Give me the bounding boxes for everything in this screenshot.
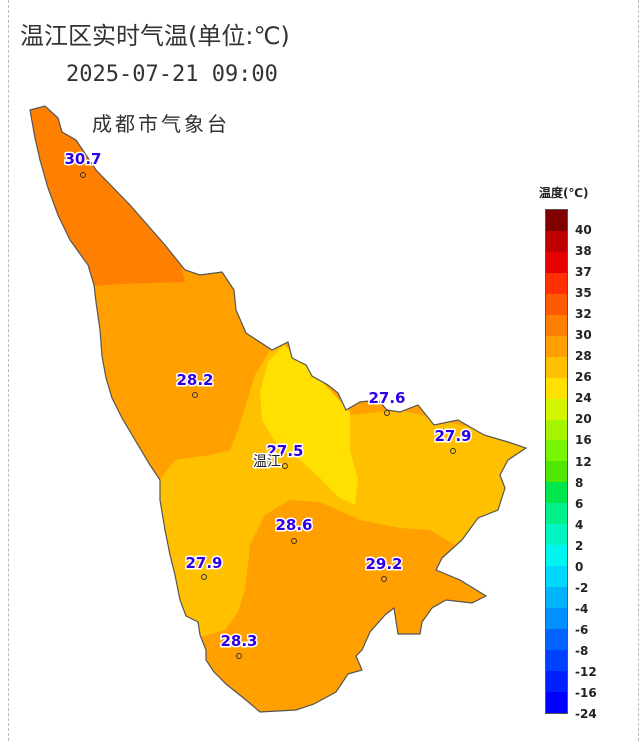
legend-swatch (546, 293, 567, 315)
legend-tick-label: 8 (575, 475, 584, 490)
legend-swatch (546, 503, 567, 525)
legend-swatch (546, 210, 567, 231)
legend-tick-label: 28 (575, 349, 592, 364)
station-marker: 27.6 (367, 388, 407, 416)
legend-swatch (546, 691, 567, 713)
legend-swatch (546, 650, 567, 671)
station-marker: 27.9 (433, 426, 473, 454)
map-frame (8, 0, 639, 741)
legend-color-bar (545, 209, 568, 714)
map-title: 温江区实时气温(单位:℃) (20, 22, 290, 50)
legend-tick-label: 6 (575, 496, 584, 511)
legend-tick-label: 26 (575, 370, 592, 385)
station-layer: 30.7 28.2 27.6 27.9 27.5 28.6 29.2 27.9 … (63, 149, 473, 659)
legend-swatch (546, 566, 567, 588)
legend-tick-label: 20 (575, 412, 592, 427)
legend-swatch (546, 482, 567, 504)
station-value: 28.3 (220, 632, 257, 650)
legend-swatch (546, 377, 567, 399)
legend-tick-label: -12 (575, 664, 597, 679)
legend-tick-label: -2 (575, 580, 589, 595)
zone-30-32 (30, 106, 185, 286)
station-value: 27.6 (368, 389, 405, 407)
legend-tick-label: 38 (575, 244, 592, 259)
legend-tick-label: 12 (575, 454, 592, 469)
legend-swatch (546, 230, 567, 252)
legend-tick-label: -24 (575, 707, 597, 721)
legend-tick-label: 2 (575, 538, 584, 553)
legend-swatch (546, 356, 567, 378)
legend-tick-label: -16 (575, 685, 597, 700)
legend-swatch (546, 314, 567, 336)
legend-tick-label: 40 (575, 223, 592, 238)
legend-tick-label: 16 (575, 433, 592, 448)
legend-swatch (546, 461, 567, 483)
station-value: 30.7 (64, 150, 101, 168)
legend-tick-label: 0 (575, 559, 584, 574)
temperature-fill (30, 106, 526, 712)
legend-swatch (546, 608, 567, 630)
legend-tick-label: 4 (575, 517, 584, 532)
station-value: 27.9 (434, 427, 471, 445)
station-marker: 27.5 (265, 441, 305, 469)
legend-swatch (546, 419, 567, 441)
zone-24-26 (260, 345, 358, 505)
legend-swatch (546, 629, 567, 651)
legend-tick-label: 35 (575, 286, 592, 301)
legend-swatch (546, 251, 567, 273)
observation-time: 2025-07-21 09:00 (66, 62, 278, 87)
place-label-wenjiang: 温江 (253, 454, 281, 470)
legend-swatch (546, 335, 567, 357)
legend-swatch (546, 440, 567, 462)
legend-tick-label: -8 (575, 643, 589, 658)
legend-swatch (546, 524, 567, 546)
legend-tick-label: 32 (575, 307, 592, 322)
station-marker: 27.9 (184, 553, 224, 580)
legend-swatch (546, 670, 567, 692)
legend-tick-label: 37 (575, 265, 592, 280)
legend-swatch (546, 545, 567, 567)
station-marker: 28.6 (274, 515, 314, 544)
station-marker: 30.7 (63, 149, 103, 178)
legend-tick-label: 30 (575, 328, 592, 343)
legend-swatch (546, 272, 567, 294)
station-value: 28.6 (275, 516, 312, 534)
legend-title: 温度(℃) (539, 186, 589, 200)
legend-tick-label: -6 (575, 622, 589, 637)
station-marker: 28.3 (219, 631, 259, 659)
legend-tick-label: 24 (575, 391, 592, 406)
legend-tick-label: -4 (575, 601, 589, 616)
station-value: 29.2 (365, 555, 402, 573)
station-marker: 29.2 (364, 554, 404, 582)
station-value: 27.9 (185, 554, 222, 572)
agency-name: 成都市气象台 (92, 112, 230, 136)
legend-swatch (546, 587, 567, 609)
station-marker: 28.2 (175, 370, 215, 398)
station-value: 28.2 (176, 371, 213, 389)
station-value: 27.5 (266, 442, 303, 460)
legend-swatch (546, 398, 567, 420)
legend-tick-labels: 40 38 37 35 32 30 28 26 24 20 16 12 8 6 4 2 0 -2 -4 -6 -8 -12… (575, 209, 615, 721)
